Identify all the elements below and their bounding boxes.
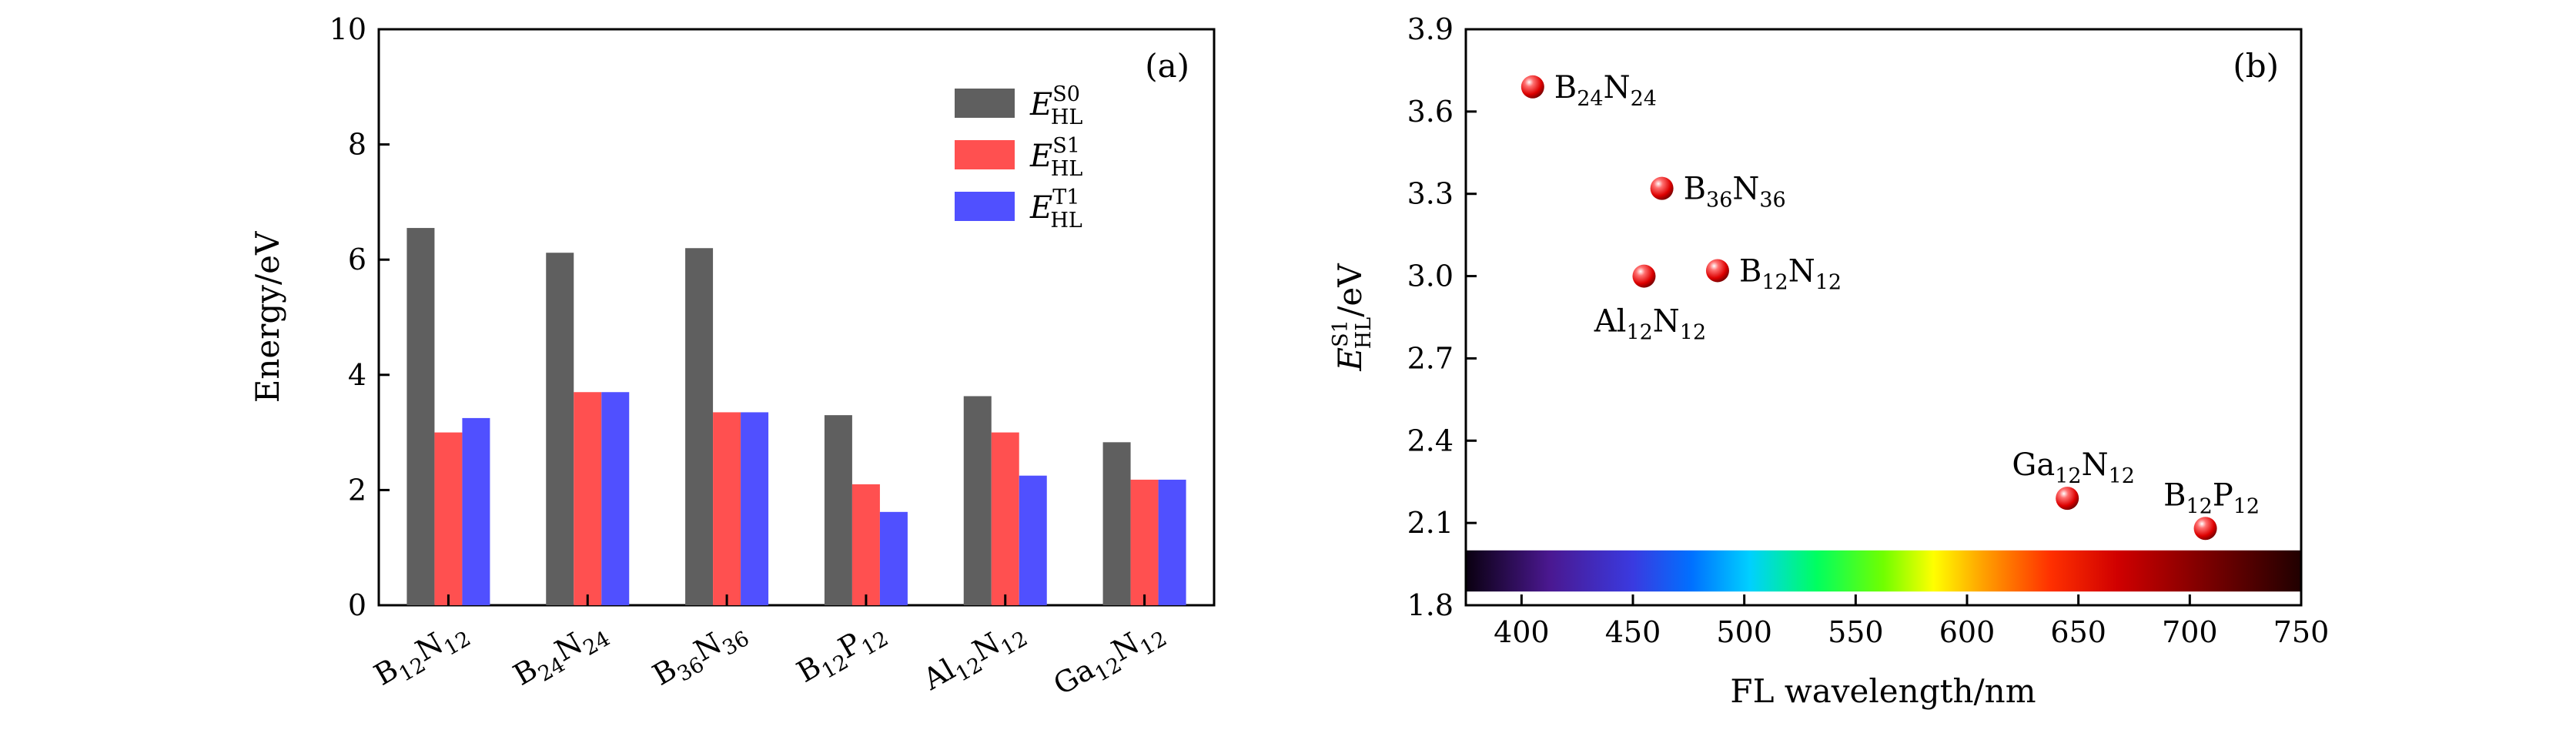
x-tick-label: 600	[1939, 615, 1996, 649]
point-label: B12N12	[1739, 253, 1842, 294]
visible-spectrum-band	[1466, 550, 2301, 592]
legend-entry: ES0 HL	[1029, 82, 1082, 129]
y-tick-label: 2.4	[1407, 424, 1454, 457]
scatter-point	[1521, 75, 1544, 99]
y-tick-label: 8	[348, 128, 366, 162]
x-tick-label: Ga12N12	[1048, 613, 1171, 708]
y-tick-label: 4	[348, 358, 366, 392]
scatter-point	[2193, 517, 2217, 541]
y-tick-label: 3.3	[1407, 177, 1454, 211]
panel-label-a: (a)	[1145, 47, 1189, 85]
point-label: B36N36	[1684, 172, 1786, 213]
bar-t1-4	[879, 511, 908, 605]
bar-s0-3	[685, 248, 714, 605]
y-tick-label: 1.8	[1407, 588, 1454, 622]
y-tick-label: 2	[348, 473, 366, 507]
bar-t1-6	[1158, 479, 1186, 605]
y-tick-label: 3.6	[1407, 95, 1454, 129]
legend-swatch	[955, 192, 1015, 221]
x-tick-label: 450	[1605, 615, 1661, 649]
bar-s1-4	[851, 484, 880, 605]
x-tick-label: Al12N12	[917, 613, 1032, 702]
scatter-chart-panel: 1.8 2.1 2.4 2.7 3.0 3.3 3.6 3.9 400 450 500 550 600…	[1329, 12, 2329, 710]
point-label: Ga12N12	[2012, 447, 2135, 488]
y-axis-title: Energy/eV	[249, 231, 286, 403]
legend-swatch	[955, 89, 1015, 118]
y-tick-label: 2.7	[1407, 341, 1454, 375]
scatter-point	[1705, 259, 1729, 283]
x-axis-ticks: 400 450 500 550 600 650 700 750	[1494, 594, 2329, 649]
bar-chart-panel: 0 2 4 6 8 10 B12N12 B24N24 B36N36 B12P12 Al12N12G…	[249, 12, 1216, 708]
x-tick-label: B36N36	[647, 613, 754, 698]
point-label: B24N24	[1554, 70, 1657, 111]
plot-area-frame	[1464, 28, 2303, 607]
bar-s0-4	[824, 415, 852, 605]
point-label: B12P12	[2163, 477, 2260, 518]
point-label: Al12N12	[1594, 304, 1706, 345]
y-tick-label: 10	[330, 12, 366, 46]
x-tick-label: 650	[2050, 615, 2106, 649]
bar-s0-5	[963, 396, 992, 605]
x-tick-label: 750	[2273, 615, 2330, 649]
bar-series-group	[406, 228, 1186, 605]
bar-s1-3	[713, 412, 741, 605]
scatter-point	[1632, 264, 1656, 288]
y-tick-label: 3.9	[1407, 12, 1454, 46]
bar-s1-1	[434, 432, 463, 605]
y-axis-ticks: 0 2 4 6 8 10	[330, 12, 390, 622]
bar-t1-5	[1019, 475, 1047, 605]
scatter-point	[2056, 487, 2079, 511]
bar-s0-6	[1102, 442, 1131, 605]
bar-s1-6	[1130, 479, 1159, 605]
bar-s1-2	[574, 392, 602, 605]
y-tick-label: 3.0	[1407, 259, 1454, 293]
legend: ES0 HL ES1 HL ET1 HL	[955, 82, 1082, 233]
plot-area-frame	[377, 28, 1216, 607]
y-tick-label: 0	[348, 588, 366, 622]
x-tick-label: 550	[1828, 615, 1884, 649]
bar-s0-2	[546, 253, 574, 605]
x-tick-label: 500	[1716, 615, 1772, 649]
data-points: B24N24 B36N36 B12N12 Al12N12 Ga12N12 B12P12	[1521, 70, 2260, 541]
legend-swatch	[955, 140, 1015, 169]
bar-s1-5	[991, 432, 1019, 605]
x-tick-label: 700	[2162, 615, 2218, 649]
bar-s0-1	[406, 228, 435, 605]
y-tick-label: 2.1	[1407, 506, 1454, 540]
x-tick-label: 400	[1494, 615, 1550, 649]
x-axis-title: FL wavelength/nm	[1730, 672, 2036, 710]
y-tick-label: 6	[348, 243, 366, 276]
y-axis-title: ES1HL/eV	[1329, 263, 1376, 372]
bar-t1-2	[601, 392, 630, 605]
bar-t1-1	[462, 417, 490, 605]
scatter-point	[1650, 176, 1674, 200]
x-tick-label: B12N12	[368, 613, 475, 698]
y-axis-ticks: 1.8 2.1 2.4 2.7 3.0 3.3 3.6 3.9	[1407, 12, 1477, 622]
bar-t1-3	[741, 412, 769, 605]
legend-entry: ET1 HL	[1029, 186, 1082, 233]
legend-entry: ES1 HL	[1029, 134, 1082, 181]
x-tick-label: B12P12	[791, 613, 893, 695]
x-tick-label: B24N24	[507, 613, 614, 698]
panel-label-b: (b)	[2233, 47, 2279, 85]
